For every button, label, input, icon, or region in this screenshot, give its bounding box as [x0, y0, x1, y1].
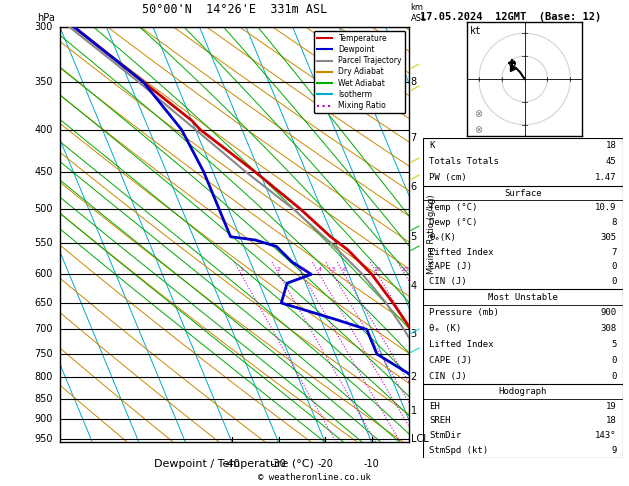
Text: 500: 500	[34, 204, 53, 214]
Text: 350: 350	[34, 77, 53, 87]
Text: 0: 0	[611, 356, 616, 365]
Text: 2: 2	[277, 267, 281, 272]
Text: Most Unstable: Most Unstable	[488, 293, 558, 302]
Text: Pressure (mb): Pressure (mb)	[430, 308, 499, 317]
Text: 550: 550	[34, 238, 53, 248]
Text: 4: 4	[318, 267, 321, 272]
Text: 0: 0	[611, 262, 616, 272]
Text: -30: -30	[270, 459, 286, 469]
Text: -40: -40	[224, 459, 240, 469]
Text: LCL: LCL	[411, 434, 428, 444]
Text: Dewp (°C): Dewp (°C)	[430, 218, 477, 227]
Text: Mixing Ratio (g/kg): Mixing Ratio (g/kg)	[427, 195, 436, 274]
Text: EH: EH	[430, 401, 440, 411]
Text: /: /	[408, 324, 420, 337]
Text: 6: 6	[411, 182, 417, 192]
Text: 5: 5	[611, 340, 616, 349]
Text: 900: 900	[601, 308, 616, 317]
Text: 4: 4	[411, 281, 417, 291]
Text: CIN (J): CIN (J)	[430, 371, 467, 381]
Text: 8: 8	[611, 218, 616, 227]
Text: Temp (°C): Temp (°C)	[430, 203, 477, 212]
Text: /: /	[408, 242, 420, 254]
Text: /: /	[408, 222, 420, 235]
Text: 143°: 143°	[595, 431, 616, 440]
Text: 5: 5	[411, 232, 417, 242]
Text: 1: 1	[239, 267, 243, 272]
Text: /: /	[408, 81, 420, 94]
Text: $\otimes$: $\otimes$	[474, 124, 484, 135]
Text: 15: 15	[401, 267, 409, 272]
Text: Hodograph: Hodograph	[499, 387, 547, 396]
Text: Totals Totals: Totals Totals	[430, 157, 499, 166]
Legend: Temperature, Dewpoint, Parcel Trajectory, Dry Adiabat, Wet Adiabat, Isotherm, Mi: Temperature, Dewpoint, Parcel Trajectory…	[314, 31, 405, 113]
Text: 9: 9	[611, 446, 616, 455]
Text: 45: 45	[606, 157, 616, 166]
Text: 7: 7	[611, 248, 616, 257]
Text: PW (cm): PW (cm)	[430, 173, 467, 182]
Text: /: /	[408, 154, 420, 167]
Text: 10.9: 10.9	[595, 203, 616, 212]
Text: 1.47: 1.47	[595, 173, 616, 182]
Text: © weatheronline.co.uk: © weatheronline.co.uk	[258, 473, 371, 482]
Text: Lifted Index: Lifted Index	[430, 340, 494, 349]
Text: 17.05.2024  12GMT  (Base: 12): 17.05.2024 12GMT (Base: 12)	[420, 12, 601, 22]
Text: 0: 0	[611, 371, 616, 381]
Text: 305: 305	[601, 233, 616, 242]
Text: km
ASL: km ASL	[411, 3, 426, 22]
Text: 18: 18	[606, 141, 616, 151]
Text: 50°00'N  14°26'E  331m ASL: 50°00'N 14°26'E 331m ASL	[142, 3, 327, 17]
Text: 950: 950	[34, 434, 53, 444]
Text: 2: 2	[411, 372, 417, 382]
Text: θₑ(K): θₑ(K)	[430, 233, 456, 242]
Text: 600: 600	[35, 269, 53, 279]
Text: 6: 6	[343, 267, 347, 272]
Text: 7: 7	[411, 133, 417, 143]
Text: 308: 308	[601, 324, 616, 333]
Text: StmDir: StmDir	[430, 431, 462, 440]
Text: hPa: hPa	[37, 13, 55, 22]
Text: CIN (J): CIN (J)	[430, 278, 467, 286]
Text: 1: 1	[411, 406, 417, 416]
Text: CAPE (J): CAPE (J)	[430, 262, 472, 272]
Text: θₑ (K): θₑ (K)	[430, 324, 462, 333]
Text: /: /	[408, 171, 420, 184]
Text: 8: 8	[411, 77, 417, 87]
Text: -20: -20	[317, 459, 333, 469]
Text: $\otimes$: $\otimes$	[474, 108, 484, 119]
Text: K: K	[430, 141, 435, 151]
Text: SREH: SREH	[430, 417, 451, 425]
Text: 750: 750	[34, 349, 53, 359]
Text: /: /	[408, 59, 420, 72]
Text: kt: kt	[470, 26, 482, 36]
Text: 18: 18	[606, 417, 616, 425]
Text: Surface: Surface	[504, 189, 542, 197]
Text: StmSpd (kt): StmSpd (kt)	[430, 446, 489, 455]
Text: 300: 300	[35, 22, 53, 32]
Text: 400: 400	[35, 124, 53, 135]
X-axis label: Dewpoint / Temperature (°C): Dewpoint / Temperature (°C)	[154, 459, 314, 469]
Text: 3: 3	[411, 330, 417, 340]
Text: 5: 5	[331, 267, 335, 272]
Text: 900: 900	[35, 414, 53, 424]
Text: -10: -10	[364, 459, 379, 469]
Text: 700: 700	[34, 325, 53, 334]
Text: 850: 850	[34, 394, 53, 404]
Text: /: /	[408, 344, 420, 356]
Text: 450: 450	[34, 167, 53, 176]
Text: 19: 19	[606, 401, 616, 411]
Text: 10: 10	[374, 267, 381, 272]
Text: 800: 800	[35, 372, 53, 382]
Text: CAPE (J): CAPE (J)	[430, 356, 472, 365]
Text: 3: 3	[300, 267, 304, 272]
Text: 0: 0	[611, 278, 616, 286]
Text: 650: 650	[34, 298, 53, 308]
Text: Lifted Index: Lifted Index	[430, 248, 494, 257]
